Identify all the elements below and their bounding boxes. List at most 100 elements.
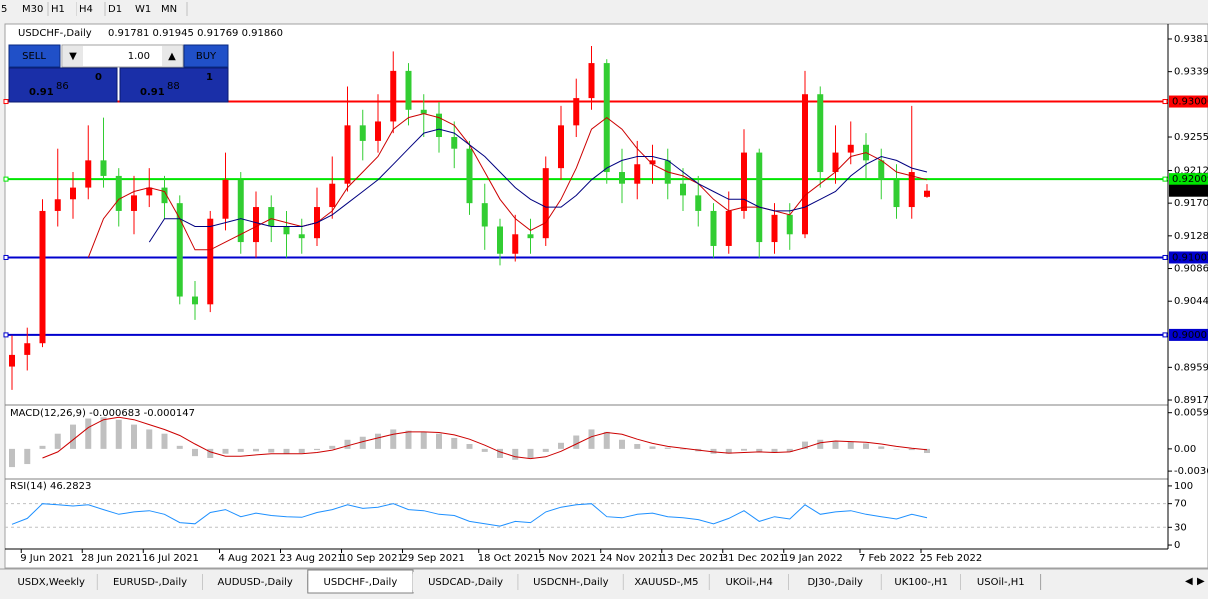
sell-button[interactable] <box>8 44 61 68</box>
price-pips[interactable]: 86 <box>56 81 69 92</box>
candle-body <box>375 121 381 141</box>
price-box[interactable] <box>8 67 118 103</box>
timeframe-label[interactable]: H1 <box>51 4 65 15</box>
timeframe-label[interactable]: M30 <box>22 4 43 15</box>
price-big[interactable]: 0.91 <box>140 87 165 98</box>
tab-label[interactable]: XAUUSD-,M5 <box>634 577 698 588</box>
timeframe-label[interactable]: H4 <box>79 4 93 15</box>
macd-bar <box>207 448 214 458</box>
candle-body <box>908 172 915 208</box>
price-frac[interactable]: 1 <box>206 72 213 83</box>
tab-scroll[interactable]: ▶ <box>1197 576 1205 587</box>
tab[interactable] <box>518 572 624 592</box>
candle-body <box>298 234 305 239</box>
tab-label[interactable]: DJ30-,Daily <box>807 577 863 588</box>
timeframe-button[interactable] <box>20 1 46 17</box>
macd-bar <box>527 448 534 458</box>
timeframe-label[interactable]: MN <box>161 4 177 15</box>
macd-bar <box>436 433 442 449</box>
candle-body <box>85 160 92 188</box>
tab[interactable] <box>961 572 1041 592</box>
candle-body <box>573 98 580 126</box>
macd-bar <box>756 448 763 453</box>
macd-bar <box>115 419 122 449</box>
tab-label[interactable]: USDCAD-,Daily <box>428 577 503 588</box>
timeframe-button[interactable] <box>106 1 132 17</box>
candle-body <box>100 160 107 176</box>
lot-up-arrow[interactable]: ▲ <box>168 51 176 62</box>
timeframe-label[interactable]: W1 <box>135 4 151 15</box>
tab-label[interactable]: USDX,Weekly <box>17 577 85 588</box>
timeframe-button[interactable] <box>49 1 75 17</box>
level-marker <box>1169 95 1208 108</box>
candle-body <box>420 109 427 114</box>
sell-label[interactable]: SELL <box>22 51 46 62</box>
tab-label[interactable]: UKOil-,H4 <box>725 577 772 588</box>
price-big[interactable]: 0.91 <box>29 87 54 98</box>
level-label: 0.90007 <box>1172 330 1208 341</box>
timeframe-button[interactable] <box>159 1 185 17</box>
lot-input[interactable] <box>61 44 184 68</box>
tab[interactable] <box>709 572 789 592</box>
macd-bar <box>725 448 732 454</box>
level-handle <box>1162 176 1168 182</box>
macd-bar <box>375 433 381 449</box>
lot-down[interactable] <box>63 46 83 66</box>
macd-bar <box>222 448 229 454</box>
tab[interactable] <box>5 572 98 592</box>
macd-bar <box>649 446 656 449</box>
macd-bar <box>878 446 885 449</box>
candle-body <box>54 199 61 211</box>
price-frac[interactable]: 0 <box>95 72 102 83</box>
candle-body <box>893 179 900 208</box>
level-handle <box>3 254 9 260</box>
macd-bar <box>664 447 671 449</box>
lot-down-arrow[interactable]: ▼ <box>69 51 77 62</box>
tab-scroll[interactable]: ◀ <box>1185 576 1193 587</box>
tab-label[interactable]: USOil-,H1 <box>977 577 1025 588</box>
tab[interactable] <box>202 572 308 592</box>
level-label: 0.91002 <box>1172 252 1208 263</box>
macd-bar <box>253 448 259 452</box>
candle-body <box>9 354 15 367</box>
tab[interactable] <box>789 572 882 592</box>
candle-body <box>756 152 763 243</box>
candle-body <box>176 203 183 297</box>
lot-up[interactable] <box>162 46 182 66</box>
tab-label[interactable]: EURUSD-,Daily <box>113 577 187 588</box>
timeframe-label[interactable]: D1 <box>108 4 122 15</box>
candle-body <box>512 234 519 254</box>
level-handle <box>3 99 9 105</box>
timeframe-button[interactable] <box>133 1 159 17</box>
candle-body <box>146 187 153 196</box>
macd-bar <box>619 439 625 449</box>
lot-value[interactable]: 1.00 <box>128 51 150 62</box>
macd-bar <box>634 444 641 449</box>
panel-title: USDCHF-,Daily <box>18 28 92 39</box>
price-pips[interactable]: 88 <box>167 81 180 92</box>
moving-average <box>87 113 928 258</box>
tab-label[interactable]: USDCHF-,Daily <box>324 577 398 588</box>
tab-label[interactable]: AUDUSD-,Daily <box>218 577 293 588</box>
tab[interactable] <box>413 572 519 592</box>
candle-body <box>344 125 351 184</box>
candle-body <box>497 226 503 254</box>
buy-button[interactable] <box>183 44 229 68</box>
tab[interactable] <box>97 572 203 592</box>
tab[interactable] <box>623 572 710 592</box>
tab[interactable] <box>881 572 961 592</box>
timeframe-label[interactable]: 5 <box>1 4 7 15</box>
buy-label[interactable]: BUY <box>196 51 217 62</box>
macd-bar <box>39 445 46 449</box>
macd-bar <box>893 448 900 450</box>
candle-body <box>70 187 76 200</box>
tab-label[interactable]: UK100-,H1 <box>894 577 948 588</box>
tab-label[interactable]: USDCNH-,Daily <box>533 577 609 588</box>
x-tick-label: 13 Dec 2021 <box>661 553 725 564</box>
timeframe-button[interactable] <box>77 1 103 17</box>
level-handle <box>1162 99 1168 105</box>
candle-body <box>741 152 747 211</box>
price-box[interactable] <box>119 67 229 103</box>
macd-bar <box>481 448 488 452</box>
